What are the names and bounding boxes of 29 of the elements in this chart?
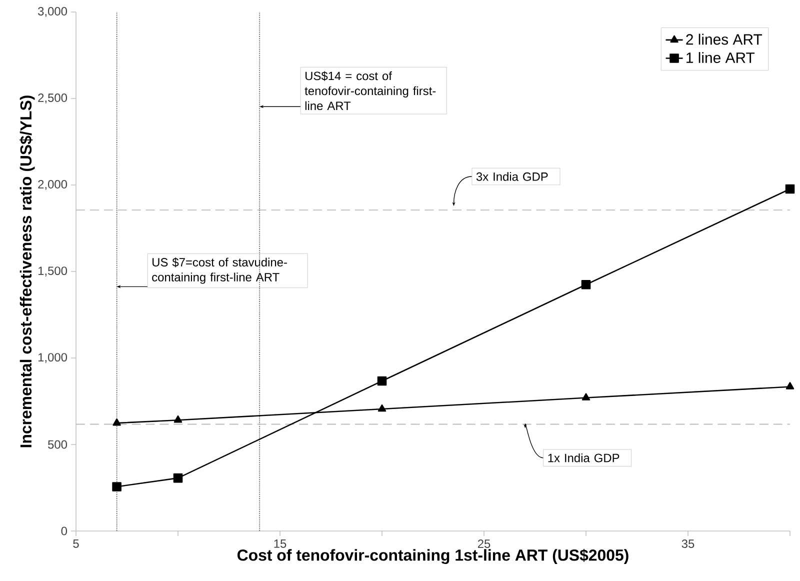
point	[112, 418, 121, 426]
y-tick-label: 2,500	[38, 94, 68, 104]
point	[582, 393, 590, 400]
y-tick-label: 1,500	[38, 266, 68, 276]
y-tick-label: 1,000	[38, 353, 68, 363]
x-axis-title: Cost of tenofovir-containing 1st-line ART (US$2005)	[237, 548, 628, 564]
point	[581, 280, 591, 290]
legend-label: 1 line ART	[686, 52, 755, 64]
ref-line-label: 3x India GDP	[476, 172, 548, 181]
y-axis-title: Incremental cost-effectiveness ratio (US$/YLS)	[20, 96, 35, 448]
y-tick-label: 500	[48, 440, 68, 449]
x-tick-label: 35	[682, 540, 694, 548]
point	[173, 473, 183, 483]
x-tick-label: 15	[274, 540, 286, 548]
point	[785, 184, 795, 194]
point	[786, 382, 794, 390]
legend-label: 2 lines ART	[686, 34, 762, 45]
ref-line-label: US$14 = cost of tenofovir-containing first-line ART	[304, 71, 436, 110]
point	[378, 404, 386, 412]
y-tick-label: 2,000	[38, 180, 68, 190]
ref-line-label: US $7=cost of stavudine-containing first-line ART	[152, 258, 287, 284]
y-tick-label: 3,000	[38, 7, 68, 17]
ref-line-label: 1x India GDP	[548, 453, 620, 462]
point	[112, 482, 122, 492]
point	[174, 415, 182, 423]
x-tick-label: 25	[478, 540, 490, 548]
point	[377, 376, 387, 386]
y-tick-label: 0	[61, 526, 68, 536]
x-tick-label: 5	[73, 540, 79, 548]
